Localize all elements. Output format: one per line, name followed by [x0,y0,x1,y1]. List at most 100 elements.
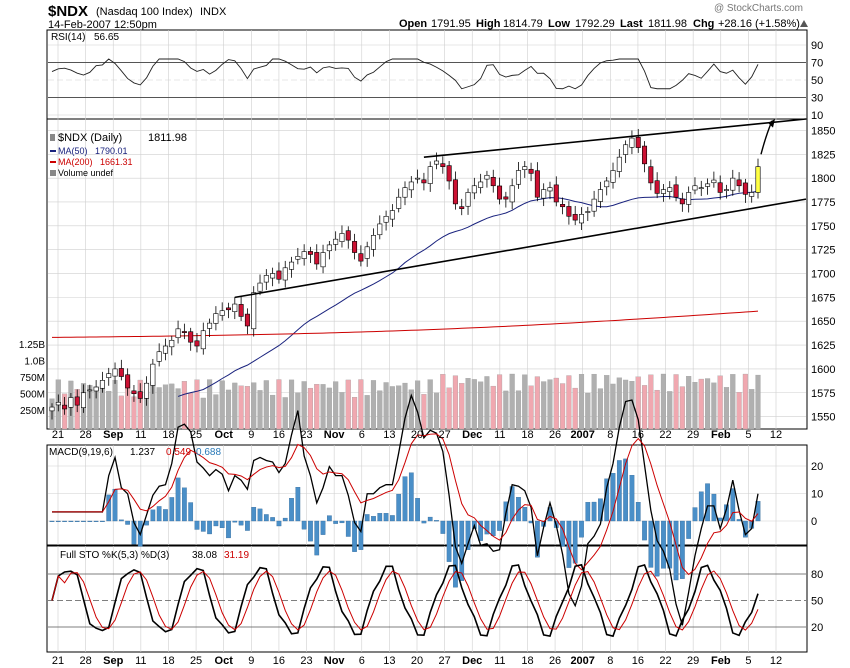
date-label: 23 [300,429,312,441]
candle-body [181,331,187,333]
volume-bar [452,375,458,430]
date-label: 9 [248,429,254,441]
volume-bar [112,380,118,430]
macd-histogram-bar [257,508,263,522]
candle-body [326,244,332,252]
date-label: 11 [135,429,146,441]
watermark: @ StockCharts.com [714,3,803,14]
date-label: Oct [215,429,234,441]
candle-body [188,331,194,343]
volume-bar [648,374,654,430]
candle-body [623,144,629,155]
volume-bar [717,375,723,430]
volume-bar [478,381,484,430]
macd-histogram-bar [408,472,414,522]
macd-histogram-bar [440,520,446,534]
candle-body [238,304,244,317]
candle-body [131,390,137,395]
macd-histogram-bar [100,520,105,522]
volume-bar [572,387,578,430]
volume-bar [257,390,263,430]
macd-histogram-bar [402,476,408,522]
macd-histogram-bar [68,520,74,522]
sto-k-line [51,563,759,638]
candle-body [427,166,433,184]
macd-histogram-bar [74,520,80,522]
volume-bar [232,382,238,430]
macd-histogram-bar [730,488,736,522]
date-label: 12 [770,655,782,667]
chg-value: +28.16 (+1.58%) [718,18,800,30]
volume-bar [408,389,414,430]
sto-tick-label: 20 [811,622,823,634]
macd-histogram-bar [497,520,502,531]
candle-body [585,211,591,213]
volume-bar [723,387,730,430]
date-label: 6 [359,655,365,667]
candle-body [434,160,440,165]
macd-histogram-bar [200,520,206,532]
index-name: (Nasdaq 100 Index) [96,6,193,18]
candle-body [150,363,156,386]
volume-bar [534,376,540,430]
macd-histogram-bar [156,506,162,522]
candle-body [333,238,339,245]
date-label: 20 [411,655,423,667]
macd-histogram-bar [490,520,496,537]
candle-body [307,251,313,255]
candle-body [301,251,307,259]
macd-value-1: 1.237 [130,447,155,458]
macd-panel [46,444,808,546]
axis-labels: 21212828SepSep111118182525OctOct99161623… [19,40,836,667]
candle-body [679,198,685,205]
candle-body [402,187,408,198]
candle-body [515,170,521,185]
candle-body [276,270,282,280]
candle-body [370,235,376,250]
date-label: Nov [324,655,346,667]
date-label: 9 [248,655,254,667]
volume-bar [471,379,477,430]
volume-bar [591,373,597,430]
macd-histogram-bar [616,460,622,522]
candle-body [345,230,351,241]
macd-histogram-bar [705,483,710,522]
macd-histogram-bar [194,520,200,530]
trendlines [234,118,807,299]
macd-histogram-bar [484,520,490,535]
rsi-line [51,58,759,90]
candle-body [736,179,742,187]
date-label: Nov [324,429,346,441]
candle-body [162,345,168,354]
macd-histogram-bar [421,520,427,524]
candle-body [125,374,131,389]
date-label: 18 [521,655,533,667]
candle-body [156,351,162,362]
date-label: 6 [359,429,365,441]
volume-bar [503,390,509,430]
candle-body [175,328,181,339]
macd-histogram-bar [364,514,370,522]
macd-line [52,393,759,626]
candle-body [263,275,269,283]
date-label: Feb [711,655,731,667]
macd-histogram-bar [62,520,67,522]
candle-body [497,185,503,200]
macd-value-3: 0.688 [196,447,221,458]
macd-histogram-bar [55,520,61,522]
date-label: 13 [383,655,395,667]
macd-histogram-bar [327,515,332,522]
macd-histogram-bar [396,493,402,522]
candle-body [635,137,641,148]
candle-body [711,179,717,184]
date-label: 29 [687,655,699,667]
macd-tick-label: 20 [811,461,823,473]
candle-body [194,340,200,347]
volume-bar [238,385,244,430]
volume-bar [345,379,351,430]
macd-histogram-bar [686,520,692,539]
sto-lines [51,563,759,638]
volume-bar [711,382,717,430]
volume-bar [679,386,685,430]
macd-histogram-bar [87,520,93,522]
